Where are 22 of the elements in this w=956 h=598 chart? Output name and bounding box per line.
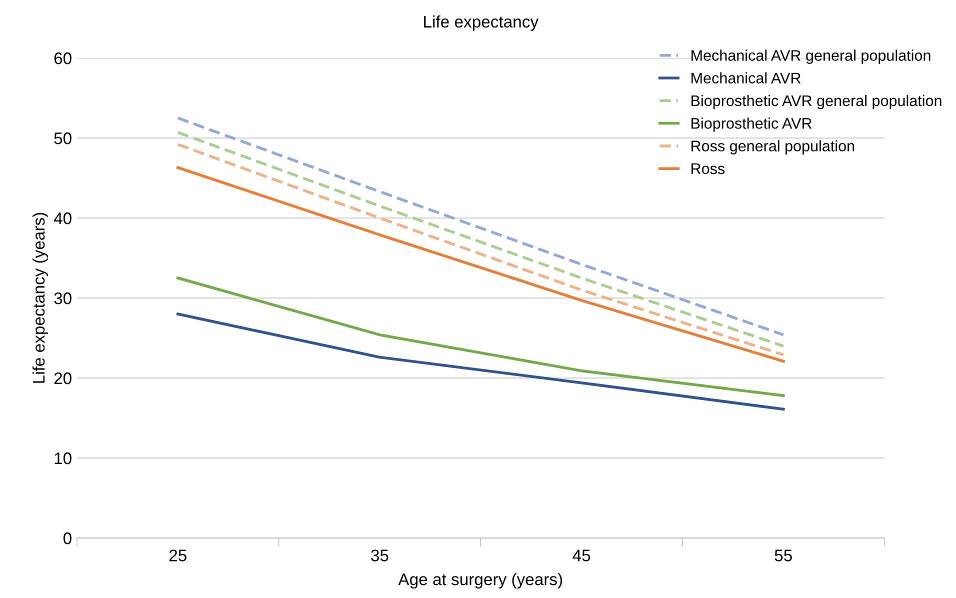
y-axis-title: Life expectancy (years) <box>32 212 48 383</box>
y-tick-label: 10 <box>54 452 72 464</box>
legend-label: Mechanical AVR <box>692 72 801 84</box>
y-tick-label: 40 <box>54 212 72 224</box>
x-tick-label: 45 <box>572 550 590 562</box>
x-tick-label: 25 <box>169 550 186 562</box>
y-tick-label: 50 <box>54 132 72 144</box>
line-series <box>176 312 785 411</box>
x-tick-label: 35 <box>371 550 388 562</box>
legend-label: Bioprosthetic AVR general population <box>692 94 942 110</box>
legend-label: Ross <box>692 163 725 174</box>
legend-label: Mechanical AVR general population <box>692 50 930 64</box>
x-axis-title: Age at surgery (years) <box>398 573 562 589</box>
chart-title: Life expectancy <box>424 15 539 31</box>
line-series <box>176 276 785 398</box>
y-tick-label: 30 <box>54 292 72 304</box>
y-tick-label: 60 <box>54 52 72 64</box>
x-tick-label: 55 <box>774 550 792 562</box>
y-tick-label: 20 <box>54 372 72 384</box>
legend-label: Ross general population <box>692 140 854 154</box>
y-tick-label: 0 <box>63 532 72 544</box>
legend-label: Bioprosthetic AVR <box>692 118 812 132</box>
